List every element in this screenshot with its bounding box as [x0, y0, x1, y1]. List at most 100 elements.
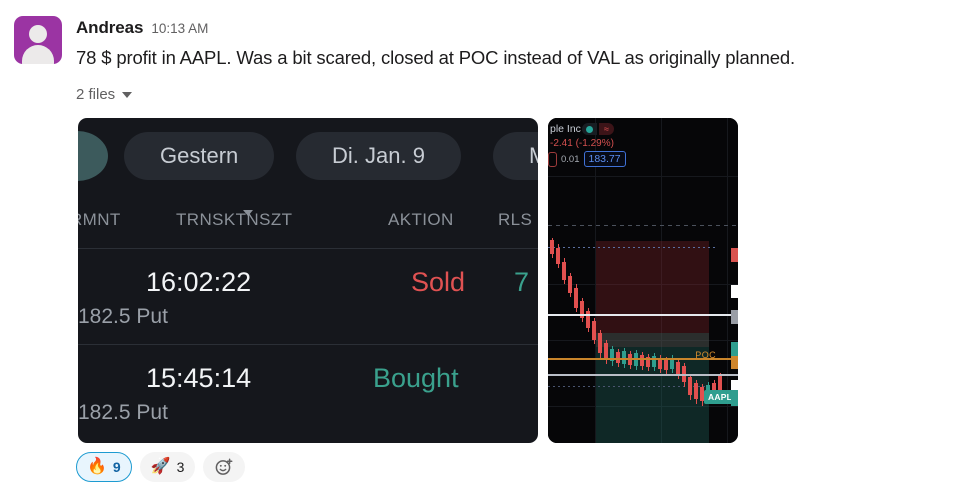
- column-header-rmnt[interactable]: RMNT: [78, 210, 121, 229]
- grid-line-horizontal: [548, 176, 738, 177]
- price-marker-red: [731, 248, 738, 262]
- candle-down: [628, 351, 632, 369]
- column-header-aktion[interactable]: AKTION: [388, 210, 454, 229]
- files-toggle[interactable]: 2 files: [76, 86, 133, 103]
- reaction-rocket[interactable]: 🚀 3: [139, 452, 196, 482]
- trade-instrument: 182.5 Put: [78, 305, 168, 328]
- candle-down: [568, 273, 572, 297]
- candle-down: [580, 298, 584, 322]
- avatar-body: [22, 45, 54, 64]
- date-pill-jan9[interactable]: Di. Jan. 9: [296, 132, 461, 180]
- trade-action: Bought: [373, 363, 459, 393]
- column-header-rls[interactable]: RLS: [498, 210, 533, 229]
- symbol-badge: AAPL: [704, 390, 736, 404]
- candle-body: [700, 387, 704, 401]
- date-pill-gestern[interactable]: Gestern: [124, 132, 275, 180]
- candle-body: [610, 349, 614, 361]
- candle-icon: [548, 151, 557, 167]
- row-divider: [78, 248, 538, 249]
- candle-up: [652, 353, 656, 371]
- candle-body: [580, 301, 584, 318]
- avatar-head: [29, 25, 47, 43]
- value-area-high-boundary: [548, 247, 715, 248]
- column-header-trnsktnszt[interactable]: TRNSKTNSZT: [176, 210, 293, 229]
- grid-line-horizontal: [548, 284, 738, 285]
- candle-body: [616, 352, 620, 363]
- date-pill-cut[interactable]: [78, 131, 108, 181]
- table-row[interactable]: 16:02:22 Sold 7 182.5 Put: [78, 249, 538, 345]
- attachment-trade-list[interactable]: Gestern Di. Jan. 9 Mo RMNT TRNSKTNSZT AK…: [78, 118, 538, 443]
- sort-chevron-down-icon[interactable]: [243, 210, 253, 216]
- candle-body: [676, 362, 680, 374]
- reaction-fire[interactable]: 🔥 9: [76, 452, 132, 482]
- candle-up: [610, 346, 614, 366]
- candle-body: [574, 288, 578, 308]
- avatar[interactable]: [14, 16, 62, 64]
- market-open-dot-icon: [582, 123, 597, 135]
- candle-down: [658, 355, 662, 373]
- message-header: Andreas 10:13 AM: [76, 18, 208, 38]
- timestamp[interactable]: 10:13 AM: [151, 21, 209, 36]
- price-line-white-lower: [548, 374, 738, 376]
- chart-canvas: POC AAPL ple Inc ≈ -2.41 (-1.29%) 0.01: [548, 118, 738, 443]
- add-reaction-button[interactable]: [203, 452, 246, 482]
- candle-down: [640, 352, 644, 370]
- poc-line: [548, 358, 738, 360]
- candle-up: [634, 350, 638, 370]
- candle-body: [640, 355, 644, 366]
- grid-line-vertical: [661, 118, 662, 443]
- candle-down: [604, 340, 608, 364]
- username[interactable]: Andreas: [76, 18, 144, 37]
- grid-line-horizontal: [548, 340, 738, 341]
- candle-down: [592, 318, 596, 344]
- candle-down: [586, 308, 590, 332]
- trade-time: 15:45:14: [146, 363, 252, 393]
- candle-body: [652, 356, 656, 367]
- candle-up: [670, 355, 674, 373]
- candle-body: [604, 343, 608, 359]
- candle-body: [556, 248, 560, 264]
- candle-body: [592, 321, 596, 340]
- price-marker-orange: [731, 356, 738, 369]
- reaction-count: 9: [112, 459, 121, 475]
- chevron-down-icon: [122, 92, 133, 98]
- reactions-bar: 🔥 9 🚀 3: [76, 452, 246, 482]
- date-pill-mo[interactable]: Mo: [493, 132, 538, 180]
- candle-down: [550, 238, 554, 258]
- candle-body: [658, 358, 662, 369]
- candle-body: [598, 333, 602, 353]
- candle-body: [718, 376, 722, 391]
- attachments-row: Gestern Di. Jan. 9 Mo RMNT TRNSKTNSZT AK…: [78, 118, 738, 443]
- candle-down: [646, 354, 650, 371]
- candle-body: [712, 383, 716, 394]
- chart-change: -2.41 (-1.29%): [550, 138, 614, 149]
- candle-down: [574, 284, 578, 312]
- price-marker-white: [731, 380, 738, 393]
- chart-title: ple Inc: [550, 123, 581, 135]
- chart-status-badges: ≈: [582, 123, 614, 135]
- row-divider: [78, 344, 538, 345]
- attachment-chart[interactable]: POC AAPL ple Inc ≈ -2.41 (-1.29%) 0.01: [548, 118, 738, 443]
- candle-body: [562, 262, 566, 280]
- reaction-count: 3: [176, 459, 185, 475]
- tick-size: 0.01: [561, 153, 580, 165]
- candle-body: [622, 351, 626, 364]
- trade-action: Sold: [411, 267, 466, 297]
- table-row[interactable]: 15:45:14 Bought 182.5 Put: [78, 345, 538, 441]
- candle-down: [556, 244, 560, 268]
- candle-body: [568, 276, 572, 293]
- files-count-label: 2 files: [76, 86, 116, 103]
- candle-body: [646, 357, 650, 367]
- chart-type-icon: ≈: [599, 123, 614, 135]
- price-line-white-upper: [548, 314, 738, 316]
- candle-down: [700, 384, 704, 406]
- last-price: 183.77: [583, 151, 626, 167]
- candle-down: [712, 380, 716, 398]
- trade-quantity: 7: [514, 267, 530, 297]
- price-marker-symbol: [731, 390, 738, 406]
- chart-subheader: 0.01 183.77: [548, 151, 626, 167]
- dashed-price-line: [548, 225, 738, 226]
- trade-instrument: 182.5 Put: [78, 401, 168, 424]
- candle-body: [664, 360, 668, 370]
